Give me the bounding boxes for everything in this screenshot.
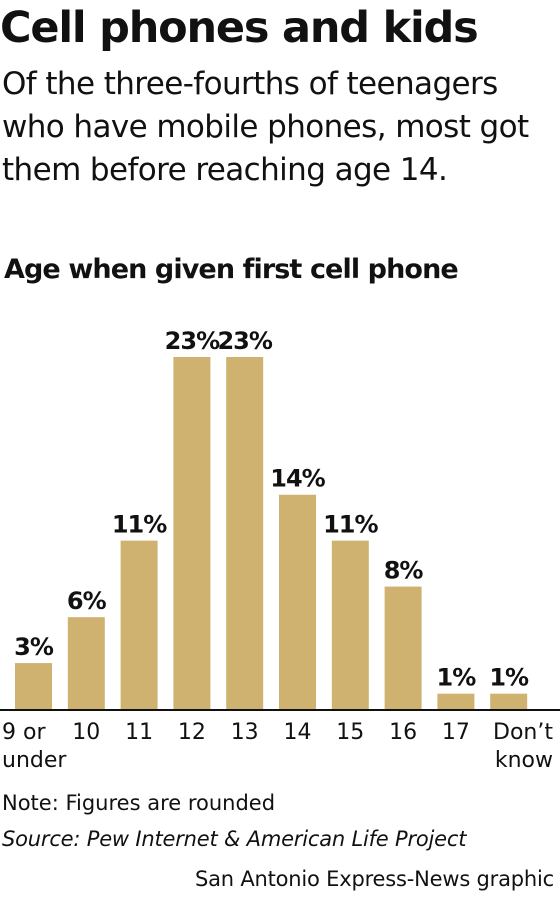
bar-9 xyxy=(490,693,528,709)
bar-3 xyxy=(173,357,211,709)
x-tick-label-2: 11 xyxy=(125,720,153,745)
bar-5 xyxy=(279,494,316,709)
bar-value-label-1: 6% xyxy=(67,587,107,615)
bar-8 xyxy=(437,693,475,709)
bar-value-label-8: 1% xyxy=(437,664,477,692)
x-tick-label-8: 17 xyxy=(442,720,470,745)
chart-heading: Age when given first cell phone xyxy=(4,254,459,285)
bar-value-label-5: 14% xyxy=(270,465,325,493)
x-tick-label-1: 10 xyxy=(72,720,100,745)
bar-value-label-9: 1% xyxy=(489,664,529,692)
credit-text: San Antonio Express-News graphic xyxy=(194,867,554,891)
bar-value-label-0: 3% xyxy=(14,633,54,661)
x-tick-label-3: 12 xyxy=(178,720,206,745)
bar-1 xyxy=(67,617,105,709)
x-tick-label-9: Don’t know xyxy=(493,720,553,773)
chart-subtitle: Of the three-fourths of teenagers who ha… xyxy=(2,66,529,188)
source-text: Source: Pew Internet & American Life Pro… xyxy=(2,827,467,851)
bar-0 xyxy=(15,663,52,709)
note-text: Note: Figures are rounded xyxy=(2,791,276,815)
x-tick-label-4: 13 xyxy=(231,720,259,745)
bar-7 xyxy=(384,586,422,709)
value-labels-group: 3%6%11%23%23%14%11%8%1% 1% xyxy=(14,327,530,692)
x-tick-label-0: 9 or under xyxy=(2,720,67,773)
x-tick-label-6: 15 xyxy=(336,720,364,745)
chart-title-heading: Cell phones and kids xyxy=(0,3,479,53)
bar-value-label-4: 23% xyxy=(217,327,272,355)
x-tick-label-5: 14 xyxy=(284,720,312,745)
bars-group xyxy=(15,357,528,709)
bar-2 xyxy=(120,540,158,709)
bar-6 xyxy=(331,540,369,709)
bar-value-label-6: 11% xyxy=(323,511,378,539)
bar-4 xyxy=(226,357,264,709)
bar-value-label-2: 11% xyxy=(112,511,167,539)
bar-value-label-7: 8% xyxy=(384,557,424,585)
bar-value-label-3: 23% xyxy=(165,327,220,355)
x-tick-label-7: 16 xyxy=(389,720,417,745)
